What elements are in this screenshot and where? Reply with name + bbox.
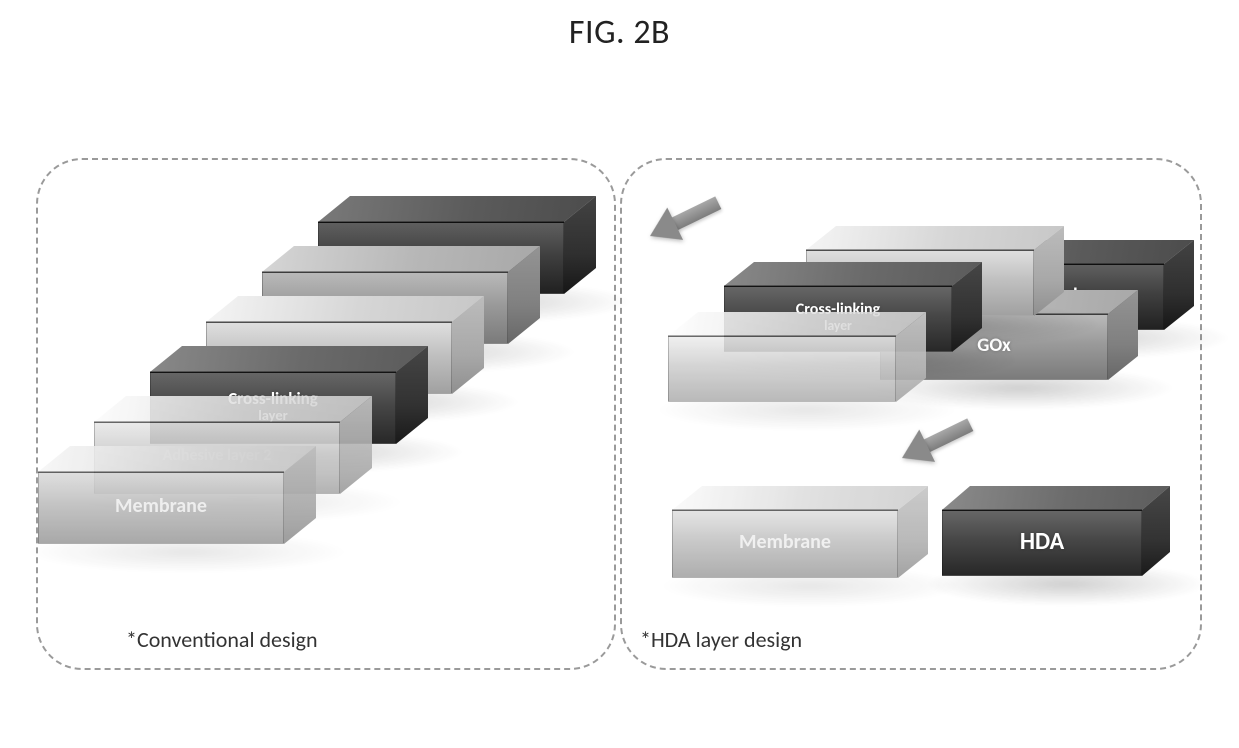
layer-membrane: Membrane	[38, 446, 316, 544]
layer-label: Membrane	[38, 496, 284, 517]
layer-adh2	[668, 312, 926, 402]
caption-hda: *HDA layer design	[640, 626, 802, 653]
layer-membrane: Membrane	[672, 486, 928, 578]
caption-conventional: *Conventional design	[126, 626, 318, 653]
layer-hda: HDA	[942, 486, 1170, 576]
layer-label: HDA	[942, 529, 1142, 554]
layer-label: Membrane	[672, 532, 898, 553]
figure-title: FIG. 2B	[0, 12, 1239, 53]
